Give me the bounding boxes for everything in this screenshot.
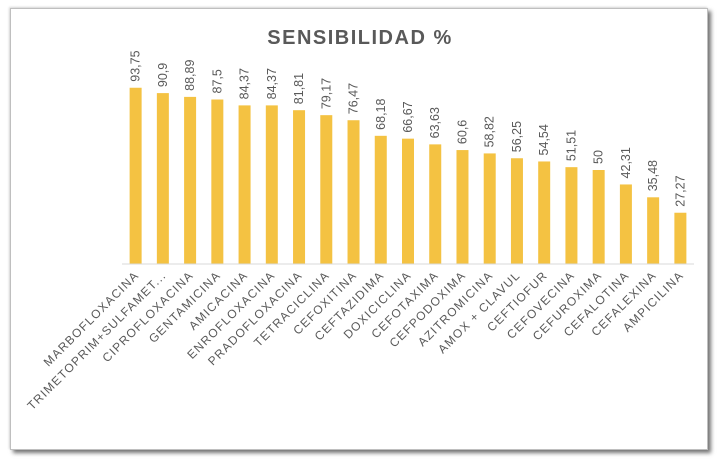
bar	[374, 135, 387, 264]
data-label: 54,54	[537, 124, 551, 155]
data-label: 81,81	[292, 73, 306, 104]
bar	[510, 158, 523, 264]
data-label: 50	[592, 150, 606, 164]
data-label: 93,75	[129, 50, 143, 81]
bar	[238, 105, 251, 264]
category-label: TRIMETOPRIM+SULFAMET...	[24, 268, 169, 413]
bar	[483, 153, 496, 264]
bar	[265, 105, 278, 264]
bar	[156, 93, 169, 264]
bar	[456, 150, 469, 264]
data-label: 42,31	[619, 147, 633, 178]
data-label: 76,47	[347, 83, 361, 114]
data-label: 27,27	[673, 175, 687, 206]
bar	[619, 184, 632, 264]
bar	[538, 161, 551, 264]
data-label: 63,63	[428, 107, 442, 138]
bar	[211, 99, 224, 264]
data-label: 35,48	[646, 160, 660, 191]
bar	[592, 170, 605, 264]
bar	[402, 138, 414, 264]
bar	[320, 115, 333, 264]
bar	[565, 167, 578, 264]
data-label: 88,89	[183, 60, 197, 91]
data-label: 51,51	[564, 130, 578, 161]
data-label: 84,37	[265, 68, 279, 99]
bar	[293, 110, 306, 264]
bar	[429, 144, 442, 264]
chart-title: SENSIBILIDAD %	[267, 27, 453, 49]
bar	[184, 96, 197, 264]
bar	[674, 212, 687, 264]
data-label: 90,9	[156, 63, 170, 87]
bar	[347, 120, 360, 265]
data-label: 66,67	[401, 101, 415, 132]
data-label: 60,6	[455, 120, 469, 144]
bar	[129, 87, 142, 264]
data-label: 56,25	[510, 121, 524, 152]
data-label: 58,82	[483, 116, 497, 147]
data-label: 84,37	[238, 68, 252, 99]
data-label: 68,18	[374, 98, 388, 129]
data-label: 79,17	[319, 78, 333, 109]
data-label: 87,5	[210, 69, 224, 93]
bar	[647, 197, 660, 264]
